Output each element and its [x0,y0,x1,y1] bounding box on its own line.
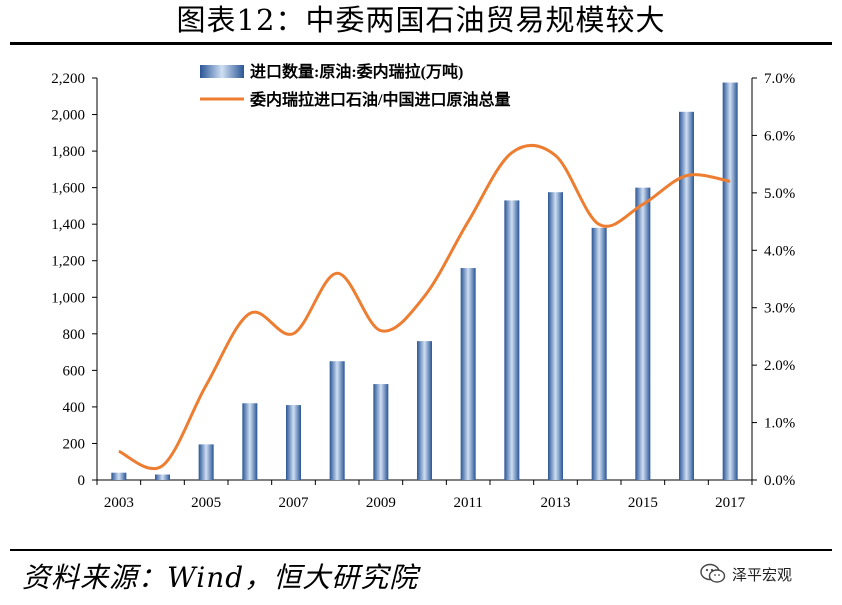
x-tick-label: 2003 [104,495,134,511]
chart: 0 200 400 600 800 1,000 1,200 1,400 1,600 1,800 2,… [51,62,795,511]
y-left-tick-label: 800 [63,327,86,343]
bar-2016 [679,111,694,481]
brand-name: 泽平宏观 [732,565,793,584]
bar-2009 [373,384,389,480]
x-tick-label: 2005 [191,495,221,511]
wechat-icon [700,563,726,583]
legend-swatch-bars [200,65,244,78]
y-left-tick-label: 1,000 [51,290,85,306]
y-left-tick-label: 1,800 [51,144,85,160]
bar-2011 [460,268,476,480]
y-left-tick-label: 400 [63,400,86,416]
y-left-tick-label: 2,000 [51,108,85,124]
x-tick-label: 2007 [279,495,310,511]
bar-2003 [111,472,127,480]
y-left-tick-label: 600 [63,363,86,379]
y-left-tick-label: 2,200 [51,71,85,87]
bar-2013 [548,192,563,481]
bar-2007 [286,405,301,480]
y-right-tick-label: 6.0% [764,128,795,144]
y-left-tick-label: 1,600 [51,181,85,197]
title-divider [10,42,832,45]
legend: 进口数量:原油:委内瑞拉(万吨) 委内瑞拉进口石油/中国进口原油总量 [200,62,510,109]
y-left-tick-label: 0 [78,473,86,489]
bar-2015 [635,187,651,481]
legend-label-bars: 进口数量:原油:委内瑞拉(万吨) [250,62,463,81]
y-left-tick-label: 200 [63,436,86,452]
bar-2017 [722,82,738,481]
bar-2006 [242,403,258,480]
x-tick-label: 2015 [628,495,658,511]
bar-2010 [417,341,432,480]
y-left-tick-label: 1,200 [51,254,85,270]
y-right-tick-label: 2.0% [764,358,795,374]
y-right-tick-label: 0.0% [764,473,795,489]
brand-watermark: 泽平宏观 [700,556,792,592]
y-right-tick-label: 5.0% [764,186,795,202]
legend-label-line: 委内瑞拉进口石油/中国进口原油总量 [249,90,510,109]
bar-2005 [198,444,214,480]
bar-2014 [591,227,607,480]
y-left-tick-label: 1,400 [51,217,85,233]
bar-2012 [504,200,520,480]
x-tick-label: 2011 [453,495,482,511]
chart-title: 图表12：中委两国石油贸易规模较大 [176,3,666,37]
y-right-tick-label: 7.0% [764,71,795,87]
x-tick-label: 2013 [541,495,571,511]
x-tick-label: 2009 [366,495,396,511]
bar-2008 [329,361,345,480]
footer-divider [10,549,832,551]
x-tick-label: 2017 [715,495,746,511]
share-line [118,143,731,470]
y-right-tick-label: 4.0% [764,243,795,259]
source-note: 资料来源：Wind，恒大研究院 [22,561,419,594]
y-right-tick-label: 1.0% [764,416,795,432]
bar-2004 [155,474,170,480]
y-right-tick-label: 3.0% [764,301,795,317]
